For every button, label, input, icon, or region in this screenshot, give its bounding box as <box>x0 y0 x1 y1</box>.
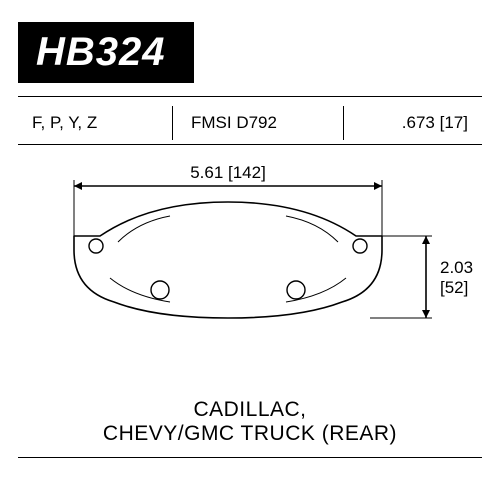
fmsi-code: FMSI D792 <box>173 113 343 133</box>
part-number-text: HB324 <box>36 30 166 74</box>
svg-text:2.03: 2.03 <box>440 258 473 277</box>
application-caption: CADILLAC, CHEVY/GMC TRUCK (REAR) <box>0 398 500 446</box>
caption-line-2: CHEVY/GMC TRUCK (REAR) <box>0 422 500 446</box>
part-number-header: HB324 <box>18 22 194 83</box>
thickness-mm: 17 <box>444 113 463 132</box>
thickness-inches: .673 <box>402 113 435 132</box>
specs-row: F, P, Y, Z FMSI D792 .673 [17] <box>32 106 468 140</box>
rule-bottom <box>18 457 482 458</box>
svg-text:[52]: [52] <box>440 278 468 297</box>
rule-mid <box>18 144 482 145</box>
rule-top <box>18 96 482 97</box>
caption-line-1: CADILLAC, <box>0 398 500 422</box>
brake-pad-diagram: 5.61 [142] 2.03[52] <box>0 150 500 380</box>
thickness-spec: .673 [17] <box>344 113 468 133</box>
compounds-list: F, P, Y, Z <box>32 113 172 133</box>
svg-text:5.61 [142]: 5.61 [142] <box>190 163 266 182</box>
